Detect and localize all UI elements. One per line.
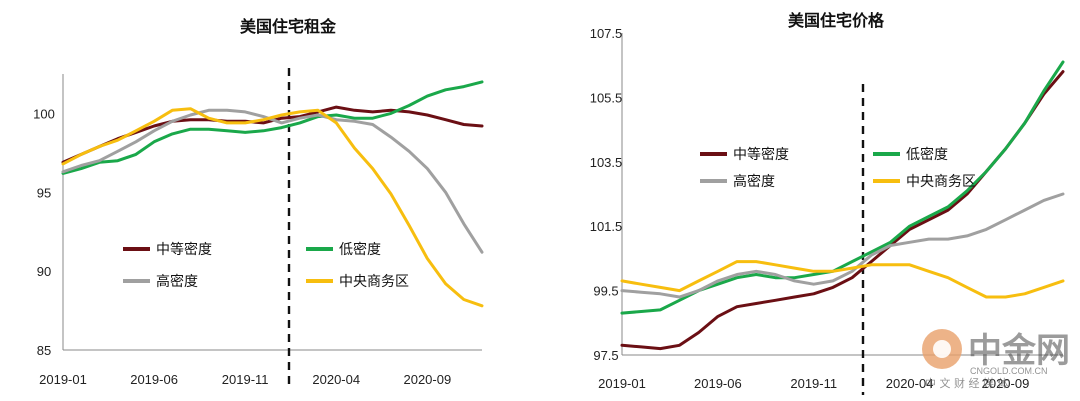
rent-x-tick-label: 2019-06 bbox=[130, 372, 178, 387]
watermark-sub: 中 文 财 经 媒 体 bbox=[925, 376, 1008, 390]
rent-chart: 美国住宅租金 100 95 90 85 2019-01 2019-06 2019-11 20… bbox=[33, 17, 484, 387]
rent-x-tick-label: 2020-04 bbox=[312, 372, 360, 387]
price-x-tick-label: 2019-06 bbox=[694, 376, 742, 391]
price-legend: 中等密度 低密度 高密度 中央商务区 bbox=[700, 146, 976, 190]
price-legend-mid-label: 中等密度 bbox=[733, 146, 789, 163]
price-series-line-mid-density bbox=[620, 70, 1065, 351]
price-y-tick-label: 105.5 bbox=[590, 90, 623, 105]
rent-x-tick-label: 2019-11 bbox=[222, 372, 269, 387]
price-y-tick-label: 101.5 bbox=[590, 219, 623, 234]
price-x-tick-label: 2020-04 bbox=[886, 376, 934, 391]
price-x-tick-label: 2019-01 bbox=[598, 376, 646, 391]
rent-chart-title: 美国住宅租金 bbox=[240, 17, 337, 36]
rent-x-tick-label: 2019-01 bbox=[39, 372, 87, 387]
watermark-url: CNGOLD.COM.CN bbox=[970, 366, 1048, 376]
price-y-tick-label: 107.5 bbox=[590, 26, 623, 41]
price-legend-high-label: 高密度 bbox=[733, 173, 775, 190]
rent-x-tick-label: 2020-09 bbox=[403, 372, 451, 387]
rent-series-line-cbd bbox=[61, 107, 484, 308]
price-series-line-cbd bbox=[620, 260, 1065, 299]
price-x-tick-label: 2019-11 bbox=[790, 376, 837, 391]
rent-legend-low-label: 低密度 bbox=[339, 241, 381, 258]
price-x-tick-label: 2020-09 bbox=[982, 376, 1030, 391]
rent-legend: 中等密度 低密度 高密度 中央商务区 bbox=[123, 241, 409, 290]
price-series-line-high-density bbox=[620, 192, 1065, 299]
price-y-tick-label: 103.5 bbox=[590, 155, 623, 170]
rent-series-line-low-density bbox=[61, 80, 484, 175]
rent-series-line-high-density bbox=[61, 108, 484, 254]
rent-y-tick-label: 95 bbox=[37, 185, 51, 200]
price-chart-title: 美国住宅价格 bbox=[788, 11, 885, 30]
watermark-logo-inner bbox=[933, 340, 951, 358]
rent-y-tick-label: 85 bbox=[37, 343, 51, 358]
rent-legend-cbd-label: 中央商务区 bbox=[339, 274, 409, 290]
rent-legend-high-label: 高密度 bbox=[156, 273, 198, 290]
price-legend-low-label: 低密度 bbox=[906, 146, 948, 163]
price-y-tick-label: 99.5 bbox=[593, 284, 618, 299]
price-legend-cbd-label: 中央商务区 bbox=[906, 174, 976, 190]
watermark-name: 中金网 bbox=[968, 331, 1070, 371]
rent-y-tick-label: 90 bbox=[37, 264, 51, 279]
rent-y-tick-label: 100 bbox=[33, 106, 55, 121]
price-y-tick-label: 97.5 bbox=[593, 348, 618, 363]
rent-legend-mid-label: 中等密度 bbox=[156, 241, 212, 258]
watermark: 中金网 CNGOLD.COM.CN 中 文 财 经 媒 体 bbox=[922, 329, 1070, 390]
price-chart: 美国住宅价格 107.5 105.5 103.5 101.5 99.5 97.5 2019… bbox=[590, 11, 1065, 395]
